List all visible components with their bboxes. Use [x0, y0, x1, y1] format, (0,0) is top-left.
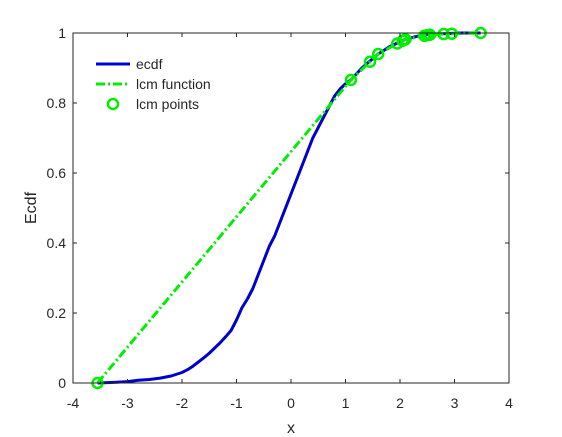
y-tick-label: 1: [58, 25, 66, 41]
legend-lcm-points-swatch: [106, 97, 120, 111]
x-tick-label: -2: [176, 395, 189, 411]
lcm-point: [363, 55, 377, 68]
y-tick-label: 0.8: [47, 95, 67, 111]
lcm-function-line: [96, 31, 481, 384]
legend-lcm-points-label: lcm points: [136, 96, 199, 112]
legend: ecdf lcm function lcm points: [96, 56, 211, 112]
y-tick-label: 0.6: [47, 165, 67, 181]
y-axis-label: Ecdf: [23, 191, 40, 224]
x-tick-label: 1: [342, 395, 350, 411]
x-tick-label: 4: [505, 395, 513, 411]
x-tick-label: 2: [396, 395, 404, 411]
ticks-layer: -4 -3 -2 -1 0 1 2 3 4 0 0.2 0.4 0.6 0.8 1: [47, 25, 514, 411]
lcm-point: [445, 27, 459, 40]
x-tick-label: 3: [451, 395, 459, 411]
lcm-point: [423, 28, 437, 41]
x-tick-label: -3: [121, 395, 134, 411]
y-tick-label: 0.2: [47, 305, 67, 321]
legend-lcm-function-label: lcm function: [136, 76, 211, 92]
lcm-point: [371, 47, 385, 61]
legend-ecdf-label: ecdf: [136, 56, 163, 72]
x-tick-label: -1: [230, 395, 243, 411]
lcm-point: [399, 33, 412, 46]
x-tick-label: 0: [287, 395, 295, 411]
lcm-point: [344, 73, 358, 87]
y-tick-label: 0: [58, 375, 66, 391]
x-tick-label: -4: [67, 395, 80, 411]
y-tick-label: 0.4: [47, 235, 67, 251]
x-axis-label: x: [287, 420, 295, 437]
lcm-point: [437, 27, 450, 41]
